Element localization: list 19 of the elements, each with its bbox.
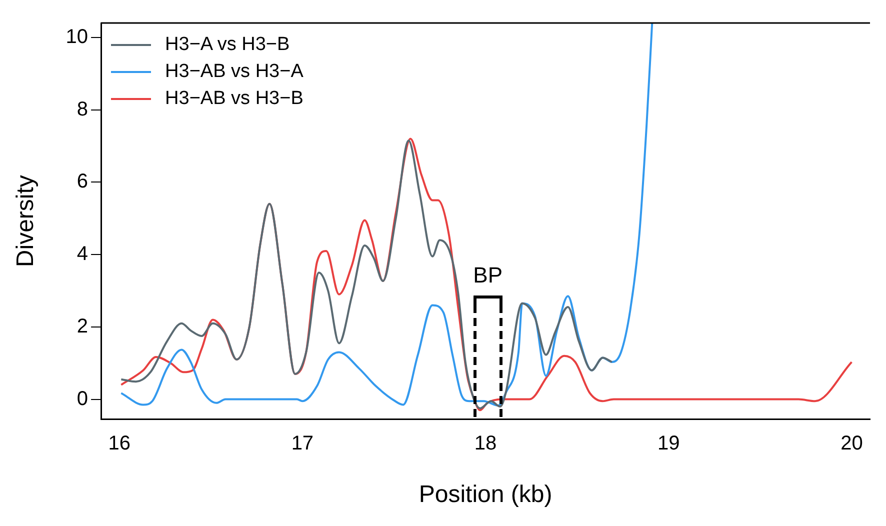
legend-label: H3−AB vs H3−A: [165, 60, 304, 82]
x-tick-label: 20: [840, 432, 863, 455]
x-tick-label: 18: [474, 432, 497, 455]
x-axis-title: Position (kb): [418, 481, 552, 508]
y-tick-label: 4: [76, 243, 88, 266]
x-tick-label: 16: [108, 432, 130, 455]
y-tick-label: 2: [76, 315, 88, 338]
x-tick-label: 17: [291, 432, 314, 455]
y-tick-label: 8: [76, 98, 88, 120]
y-tick-label: 0: [76, 388, 88, 410]
line-series: [120, 23, 654, 406]
x-tick-label: 19: [657, 432, 680, 455]
y-tick-label: 6: [76, 170, 88, 193]
line-series: [120, 140, 613, 410]
legend-label: H3−AB vs H3−B: [165, 88, 304, 110]
y-tick-label: 10: [66, 26, 88, 48]
y-axis-title: Diversity: [12, 175, 40, 268]
legend-label: H3−A vs H3−B: [165, 34, 290, 56]
annotation: BP: [473, 262, 503, 288]
